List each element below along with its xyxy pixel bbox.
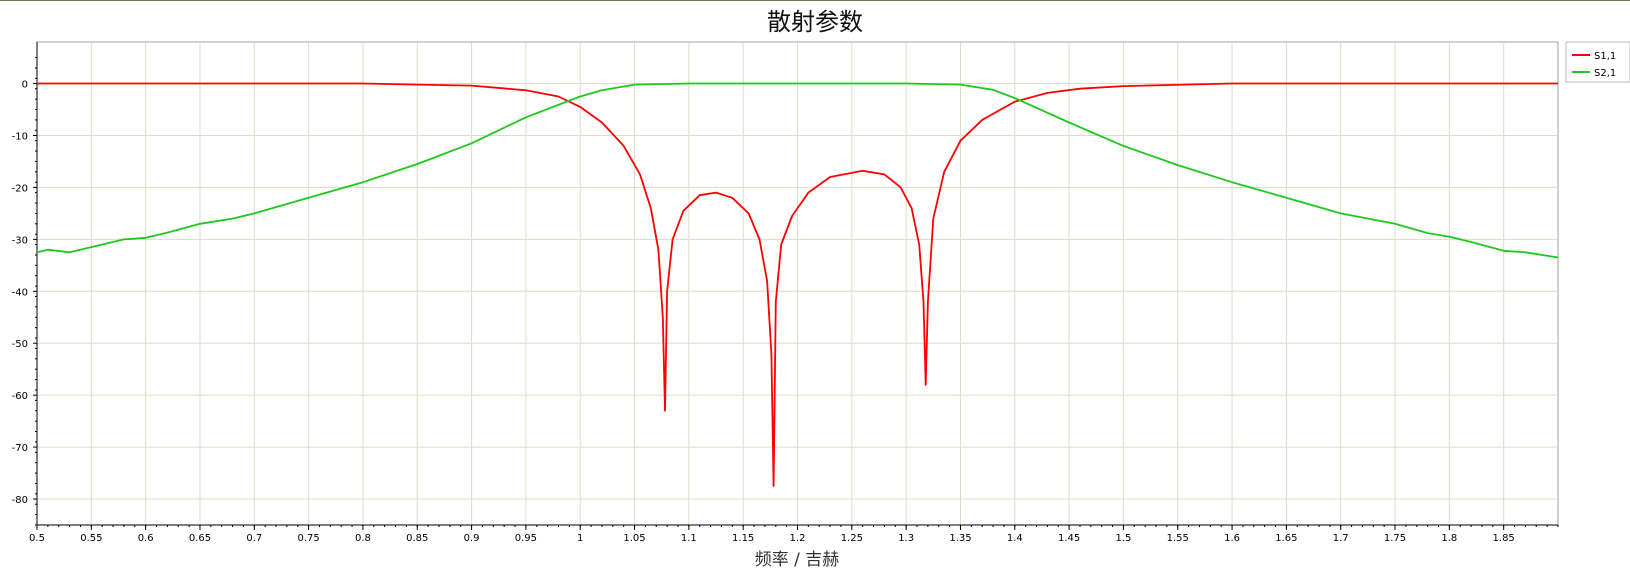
x-tick-label: 1 (577, 533, 583, 544)
x-axis-label: 频率 / 吉赫 (755, 550, 840, 570)
x-tick-label: 1.15 (732, 533, 754, 544)
y-tick-label: -30 (12, 235, 28, 246)
x-tick-label: 0.7 (246, 533, 262, 544)
y-tick-label: -80 (12, 495, 28, 506)
x-tick-label: 0.95 (515, 533, 537, 544)
y-tick-label: 0 (22, 80, 28, 91)
x-tick-label: 1.75 (1384, 533, 1406, 544)
x-tick-label: 1.7 (1333, 533, 1349, 544)
top-border (0, 0, 1630, 1)
x-tick-label: 0.85 (406, 533, 428, 544)
x-tick-label: 0.6 (138, 533, 154, 544)
x-tick-label: 0.75 (297, 533, 319, 544)
x-tick-label: 1.4 (1007, 533, 1023, 544)
y-tick-label: -70 (12, 443, 28, 454)
series-line-s2-1 (36, 82, 1559, 259)
x-tick-label: 1.85 (1493, 533, 1515, 544)
chart-title: 散射参数 (767, 8, 863, 36)
grid (37, 42, 1558, 525)
legend: S1,1 S2,1 (1565, 41, 1630, 83)
x-tick-label: 0.8 (355, 533, 371, 544)
y-tick-label: -50 (12, 339, 28, 350)
x-tick-label: 0.5 (29, 533, 45, 544)
x-tick-label: 1.3 (898, 533, 914, 544)
y-tick-label: -20 (12, 183, 28, 194)
series-lines (36, 82, 1559, 487)
legend-label: S2,1 (1594, 68, 1616, 79)
legend-box (1565, 41, 1630, 83)
x-tick-label: 1.8 (1441, 533, 1457, 544)
x-tick-label: 1.45 (1058, 533, 1080, 544)
x-tick-label: 1.55 (1167, 533, 1189, 544)
x-tick-label: 1.05 (623, 533, 645, 544)
x-tick-label: 1.65 (1275, 533, 1297, 544)
x-tick-label: 0.9 (464, 533, 480, 544)
x-tick-label: 1.2 (790, 533, 806, 544)
y-tick-label: -60 (12, 391, 28, 402)
x-tick-label: 0.65 (189, 533, 211, 544)
x-tick-label: 1.6 (1224, 533, 1240, 544)
x-tick-label: 1.1 (681, 533, 697, 544)
tick-labels: 0.5 0.55 0.6 0.65 0.7 0.75 0.8 0.85 0.9 0.95 1 1.05… (12, 57, 1559, 544)
y-tick-label: -10 (12, 131, 28, 142)
series-line-s1-1 (37, 82, 1558, 487)
y-tick-label: -40 (12, 287, 28, 298)
x-tick-label: 0.55 (80, 533, 102, 544)
x-tick-label: 1.5 (1115, 533, 1131, 544)
x-tick-label: 1.25 (841, 533, 863, 544)
legend-label: S1,1 (1594, 51, 1616, 62)
x-tick-label: 1.35 (949, 533, 971, 544)
